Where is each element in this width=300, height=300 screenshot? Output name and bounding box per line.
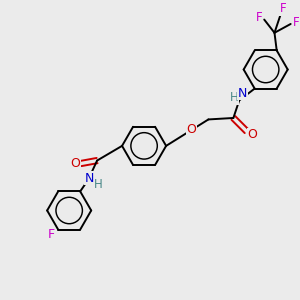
Text: H: H	[230, 92, 238, 104]
Text: F: F	[292, 16, 299, 29]
Text: O: O	[187, 123, 196, 136]
Text: F: F	[256, 11, 262, 24]
Text: N: N	[238, 86, 248, 100]
Text: F: F	[279, 2, 286, 15]
Text: O: O	[71, 157, 81, 170]
Text: N: N	[85, 172, 94, 185]
Text: F: F	[48, 228, 55, 242]
Text: H: H	[94, 178, 103, 190]
Text: O: O	[248, 128, 257, 141]
